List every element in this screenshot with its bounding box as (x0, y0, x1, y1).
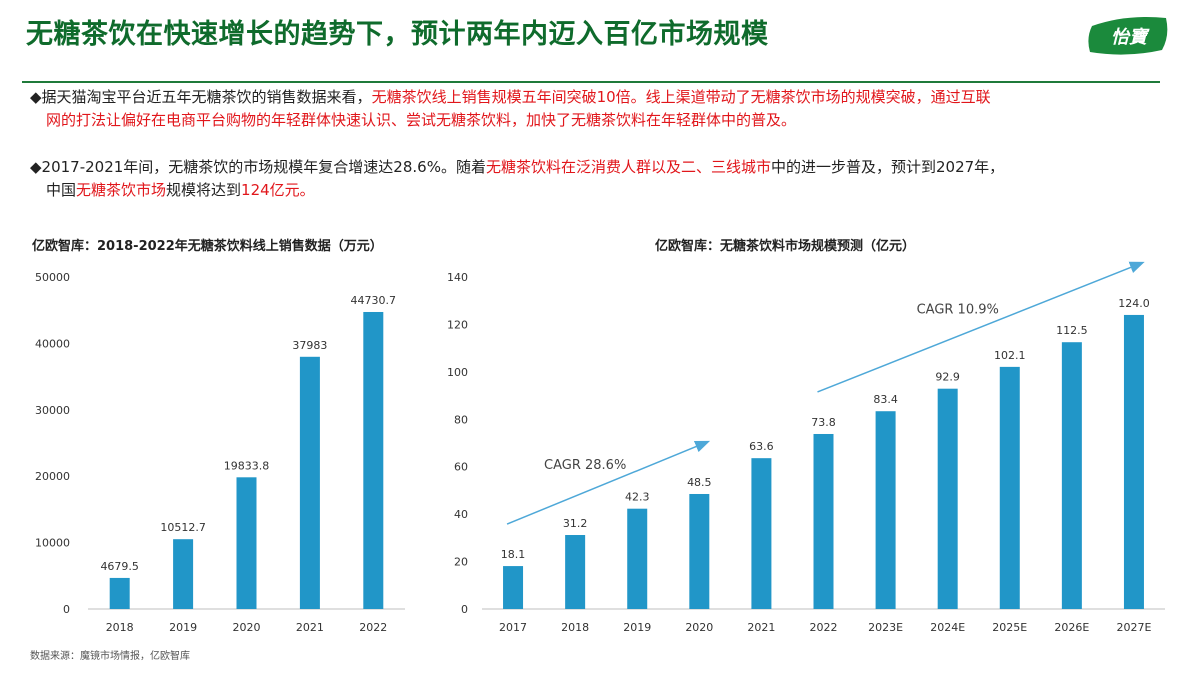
sales-category-label: 2020 (233, 621, 261, 634)
bullet-text: 中国 (46, 181, 77, 199)
market-category-label: 2020 (685, 621, 713, 634)
market-category-label: 2023E (868, 621, 903, 634)
sales-value-label: 37983 (292, 339, 327, 352)
sales-value-label: 4679.5 (100, 560, 139, 573)
market-ytick-label: 0 (461, 603, 468, 616)
market-value-label: 42.3 (625, 491, 650, 504)
sales-ytick-label: 40000 (35, 337, 70, 350)
market-ytick-label: 120 (447, 318, 468, 331)
market-cagr-label: CAGR 28.6% (544, 458, 626, 473)
market-value-label: 102.1 (994, 349, 1026, 362)
market-value-label: 112.5 (1056, 324, 1088, 337)
sales-bar-2019 (173, 539, 194, 609)
sales-ytick-label: 20000 (35, 470, 70, 483)
market-ytick-label: 60 (454, 461, 468, 474)
sales-ytick-label: 30000 (35, 404, 70, 417)
market-cagr-label: CAGR 10.9% (917, 302, 999, 317)
chart-title-market-size: 亿欧智库：无糖茶饮料市场规模预测（亿元） (655, 239, 916, 254)
logo-text: 怡寶 (1111, 27, 1150, 48)
sales-value-label: 19833.8 (224, 459, 270, 472)
sales-bar-2022 (363, 311, 384, 609)
sales-ytick-label: 50000 (35, 271, 70, 284)
bullet-highlight: 124亿元。 (241, 181, 315, 199)
market-category-label: 2026E (1054, 621, 1089, 634)
logo-leaf-shape (1088, 17, 1168, 55)
market-bar-2024E (937, 388, 958, 609)
bullet-market-forecast: ◆2017-2021年间，无糖茶饮的市场规模年复合增速达28.6%。随着无糖茶饮… (30, 156, 1170, 202)
bullet-text: 2017-2021年间，无糖茶饮的市场规模年复合增速达28.6%。随着 (41, 158, 486, 176)
sales-value-label: 10512.7 (160, 521, 206, 534)
market-category-label: 2027E (1116, 621, 1151, 634)
bullet-highlight: 网的打法让偏好在电商平台购物的年轻群体快速认识、尝试无糖茶饮料，加快了无糖茶饮料… (46, 111, 797, 129)
title-divider (22, 81, 1160, 83)
bullet-highlight: 无糖茶饮线上销售规模五年间突破10倍。线上渠道带动了无糖茶饮市场的规模突破，通过… (371, 88, 991, 106)
bullet-marker: ◆ (30, 88, 42, 106)
bullet-text: 中的进一步普及，预计到2027年， (770, 158, 1005, 176)
market-bar-2018 (565, 535, 586, 609)
market-bar-2021 (751, 458, 772, 609)
market-bar-2026E (1061, 342, 1082, 609)
market-ytick-label: 140 (447, 271, 468, 284)
sales-bar-2020 (236, 477, 257, 609)
market-bar-2017 (503, 566, 524, 609)
market-category-label: 2017 (499, 621, 527, 634)
market-ytick-label: 100 (447, 366, 468, 379)
market-bar-2020 (689, 493, 710, 609)
data-source: 数据来源：魔镜市场情报，亿欧智库 (30, 651, 190, 662)
market-cagr-arrow (817, 261, 1145, 393)
market-value-label: 124.0 (1118, 297, 1150, 310)
market-value-label: 92.9 (935, 371, 960, 384)
sales-value-label: 44730.7 (351, 294, 397, 307)
bullet-online-sales: ◆据天猫淘宝平台近五年无糖茶饮的销售数据来看，无糖茶饮线上销售规模五年间突破10… (30, 86, 1170, 132)
bullet-marker: ◆ (30, 158, 42, 176)
sales-ytick-label: 0 (63, 603, 70, 616)
bullet-text: 据天猫淘宝平台近五年无糖茶饮的销售数据来看， (41, 88, 372, 106)
market-category-label: 2022 (810, 621, 838, 634)
market-value-label: 31.2 (563, 517, 588, 530)
sales-ytick-label: 10000 (35, 537, 70, 550)
market-cagr-arrow (506, 440, 711, 525)
bullet-text: 规模将达到 (166, 181, 242, 199)
sales-category-label: 2019 (169, 621, 197, 634)
market-ytick-label: 40 (454, 508, 468, 521)
market-bar-2022 (813, 433, 834, 609)
bullet-highlight: 无糖茶饮市场 (76, 181, 167, 199)
market-value-label: 83.4 (873, 393, 898, 406)
market-value-label: 63.6 (749, 440, 774, 453)
market-value-label: 73.8 (811, 416, 836, 429)
sales-bar-2021 (299, 356, 320, 609)
sales-category-label: 2018 (106, 621, 134, 634)
brand-logo: 怡寶 (1088, 17, 1168, 55)
chart-title-online-sales: 亿欧智库：2018-2022年无糖茶饮料线上销售数据（万元） (32, 239, 383, 254)
sales-category-label: 2021 (296, 621, 324, 634)
market-ytick-label: 20 (454, 556, 468, 569)
market-category-label: 2019 (623, 621, 651, 634)
market-category-label: 2021 (747, 621, 775, 634)
sales-bar-2018 (109, 577, 130, 609)
market-category-label: 2025E (992, 621, 1027, 634)
market-value-label: 18.1 (501, 548, 526, 561)
bullet-highlight: 无糖茶饮料在泛消费人群以及二、三线城市 (485, 158, 771, 176)
sales-category-label: 2022 (359, 621, 387, 634)
market-bar-2019 (627, 508, 648, 609)
market-bar-2027E (1123, 314, 1144, 609)
market-category-label: 2018 (561, 621, 589, 634)
market-category-label: 2024E (930, 621, 965, 634)
market-bar-2025E (999, 366, 1020, 609)
market-value-label: 48.5 (687, 476, 712, 489)
market-bar-2023E (875, 411, 896, 609)
page-title: 无糖茶饮在快速增长的趋势下，预计两年内迈入百亿市场规模 (26, 19, 769, 50)
market-ytick-label: 80 (454, 413, 468, 426)
